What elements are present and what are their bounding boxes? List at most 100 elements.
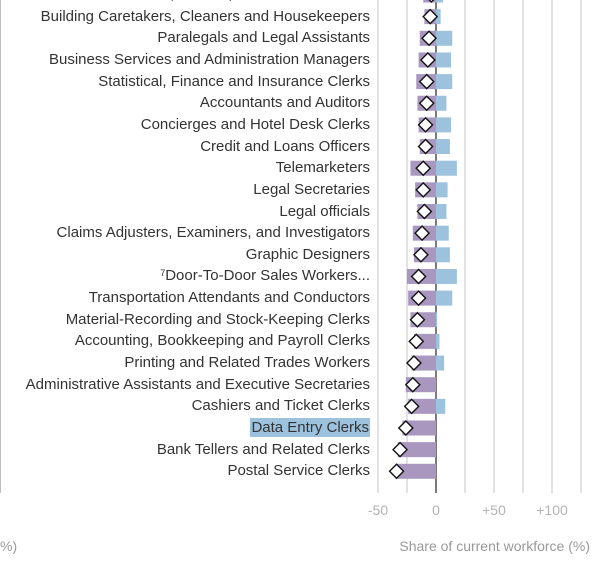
category-label: Credit and Loans Officers [200,137,370,156]
category-label: Material-Recording and Stock-Keeping Cle… [66,310,370,329]
net-change-diamond [417,116,434,133]
net-change-diamond [388,463,405,480]
category-label: Postal Service Clerks [227,461,370,480]
x-tick-label: +50 [482,502,506,518]
category-label: Business Services and Administration Man… [49,50,370,69]
category-label-text: Transportation Attendants and Conductors [88,289,370,307]
category-label-text: Insurance Underwriters, Valuers, and Los… [15,0,370,3]
net-change-diamond [418,95,435,112]
category-label-text: Statistical, Finance and Insurance Clerk… [98,72,370,90]
category-label-text: Printing and Related Trades Workers [124,354,370,372]
bar-positive [436,52,452,68]
net-change-diamond [392,441,409,458]
x-tick-label: 0 [432,502,440,518]
category-label-text: Claims Adjusters, Examiners, and Investi… [56,224,370,242]
bar-negative [402,420,436,436]
bar-positive [436,225,449,241]
category-label-text: Legal officials [279,202,370,220]
bar-positive [436,268,457,284]
category-label-text: Concierges and Hotel Desk Clerks [140,115,370,133]
bar-positive [436,182,448,198]
bar-negative [397,442,436,458]
net-change-diamond [405,355,422,372]
category-label-text: Cashiers and Ticket Clerks [191,397,370,415]
category-label: Graphic Designers [246,245,370,264]
category-label: Printing and Related Trades Workers [124,353,370,372]
category-label: Concierges and Hotel Desk Clerks [141,115,370,134]
category-label: Legal Secretaries [253,180,370,199]
category-label-text: Graphic Designers [245,245,370,263]
category-label-text: Door-To-Door Sales Workers... [165,267,370,285]
x-axis-title-fragment: %) [0,538,18,554]
net-change-diamond [419,51,436,68]
net-change-diamond [422,8,439,25]
net-change-diamond [414,225,431,242]
category-label: Accounting, Bookkeeping and Payroll Cler… [75,331,370,350]
category-label: Bank Tellers and Related Clerks [157,440,370,459]
bar-positive [436,312,438,328]
bar-positive [436,398,446,414]
net-change-diamond [417,138,434,155]
category-label: Insurance Underwriters, Valuers, and Los… [15,0,370,4]
net-change-diamond [410,290,427,307]
category-label: Legal officials [279,202,370,221]
bar-positive [436,95,447,111]
footnote-marker: 7 [160,268,166,279]
category-label: Claims Adjusters, Examiners, and Investi… [57,223,370,242]
bar-positive [436,30,453,46]
category-label-text: Accounting, Bookkeeping and Payroll Cler… [74,332,370,350]
net-change-diamond [428,0,435,3]
category-label: Statistical, Finance and Insurance Clerk… [98,72,370,91]
bar-positive [436,247,450,263]
category-label: 7Door-To-Door Sales Workers... [160,266,370,285]
category-label-text: Accountants and Auditors [199,94,370,112]
x-axis-title: Share of current workforce (%) [399,538,590,554]
category-label-text: Material-Recording and Stock-Keeping Cle… [65,310,370,328]
category-label-text: Telemarketers [275,159,370,177]
net-change-diamond [409,311,426,328]
category-label: Building Caretakers, Cleaners and Housek… [41,7,370,26]
bar-positive [436,74,453,90]
net-change-diamond [408,333,425,350]
category-label: Cashiers and Ticket Clerks [192,396,370,415]
net-change-diamond [412,246,429,263]
net-change-diamond [415,160,432,177]
bar-positive [436,290,453,306]
category-label-text: Business Services and Administration Man… [49,50,370,68]
net-change-diamond [410,268,427,285]
net-change-diamond [416,203,433,220]
category-label-text: Administrative Assistants and Executive … [25,375,370,393]
category-label: Paralegals and Legal Assistants [157,28,370,47]
bar-positive [436,0,443,3]
bar-positive [436,139,450,155]
category-label-text: Legal Secretaries [253,180,370,198]
bar-positive [436,117,452,133]
bar-positive [436,333,440,349]
bar-positive [436,204,447,219]
category-label-text: Bank Tellers and Related Clerks [156,440,370,458]
bar-negative [423,0,436,3]
net-change-diamond [404,376,421,393]
category-label-text: Paralegals and Legal Assistants [157,29,370,47]
category-label-text: Data Entry Clerks [251,419,369,436]
bar-positive [436,160,457,176]
net-change-diamond [421,30,438,47]
category-label: Telemarketers [276,158,370,177]
category-label-text: Credit and Loans Officers [200,137,370,155]
category-label: Transportation Attendants and Conductors [89,288,370,307]
bar-positive [436,9,441,25]
chart-frame-left [0,0,1,493]
category-label: Data Entry Clerks [250,418,370,437]
net-change-diamond [418,73,435,90]
x-tick-label: +100 [536,502,568,518]
net-change-diamond [403,398,420,415]
net-change-diamond [397,420,414,436]
x-tick-label: -50 [367,502,389,518]
net-change-diamond [415,181,432,198]
category-label-text: Postal Service Clerks [227,462,370,480]
category-label: Accountants and Auditors [200,93,370,112]
category-label-text: Building Caretakers, Cleaners and Housek… [40,7,370,25]
category-label: Administrative Assistants and Executive … [26,375,370,394]
